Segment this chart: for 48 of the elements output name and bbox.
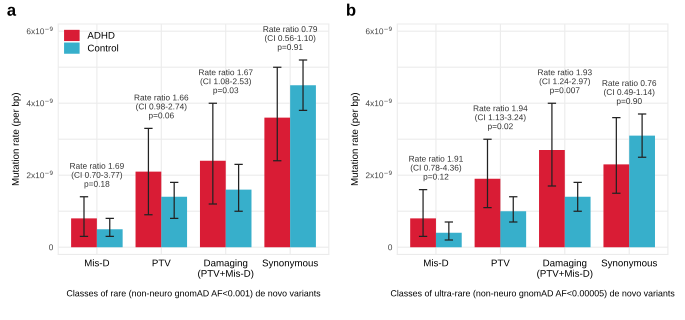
bar [603, 164, 630, 248]
annotation: Rate ratio 1.69 (CI 0.70-3.77) p=0.18 [70, 162, 124, 188]
x-tick-label: Mis-D [424, 259, 448, 266]
bar [629, 136, 655, 248]
bar [500, 211, 526, 248]
bar [539, 150, 565, 248]
x-tick-label: Damaging (PTV+Mis-D) [198, 259, 254, 279]
bar [226, 190, 252, 248]
bar [264, 118, 290, 248]
x-axis-title: Classes of rare (non-neuro gnomAD AF<0.001) de novo variants [66, 290, 320, 298]
bar [290, 85, 316, 248]
bar [410, 218, 436, 248]
bar [136, 172, 162, 248]
annotation: Rate ratio 1.94 (CI 1.13-3.24) p=0.02 [474, 105, 528, 131]
annotation: Rate ratio 0.79 (CI 0.56-1.10) p=0.91 [264, 26, 318, 52]
y-tick-label: 6x10$^{−9}$ [26, 26, 53, 34]
bar [96, 229, 123, 248]
annotation: Rate ratio 1.91 (CI 0.78-4.36) p=0.12 [409, 156, 463, 182]
annotation: Rate ratio 1.93 (CI 1.24-2.97) p=0.007 [538, 69, 592, 95]
y-tick-label: 4x10$^{−9}$ [366, 98, 392, 106]
x-tick-label: Mis-D [84, 259, 110, 266]
x-tick-label: Synonymous [602, 260, 657, 268]
bar [564, 196, 591, 248]
x-tick-label: Synonymous [262, 260, 318, 268]
y-tick-label: 0 [388, 244, 392, 250]
bar [200, 160, 226, 248]
x-tick-label: PTV [492, 260, 510, 266]
y-tick-label: 2x10$^{−9}$ [26, 170, 53, 178]
bar [436, 232, 462, 248]
y-tick-label: 6x10$^{−9}$ [366, 26, 392, 34]
annotation: Rate ratio 1.66 (CI 0.98-2.74) p=0.06 [134, 94, 188, 120]
y-axis-title: Mutation rate (per bp) [350, 93, 360, 186]
legend-label: Control [88, 44, 118, 52]
y-axis-title: Mutation rate (per bp) [12, 93, 21, 186]
bar [161, 196, 188, 248]
bar [474, 178, 500, 248]
y-tick-label: 2x10$^{−9}$ [366, 170, 392, 178]
x-tick-label: Damaging (PTV+Mis-D) [537, 259, 592, 279]
y-tick-label: 4x10$^{−9}$ [26, 98, 53, 106]
annotation: Rate ratio 0.76 (CI 0.49-1.14) p=0.90 [602, 80, 656, 106]
chart-title: b [346, 4, 356, 16]
x-tick-label: PTV [152, 260, 171, 266]
y-tick-label: 0 [49, 244, 54, 250]
legend-label: ADHD [87, 32, 114, 39]
bar [71, 218, 97, 248]
x-axis-title: Classes of ultra-rare (non-neuro gnomAD AF<0.00005) de novo variants [390, 290, 674, 298]
chart-title: a [7, 6, 16, 16]
annotation: Rate ratio 1.67 (CI 1.08-2.53) p=0.03 [199, 69, 253, 95]
